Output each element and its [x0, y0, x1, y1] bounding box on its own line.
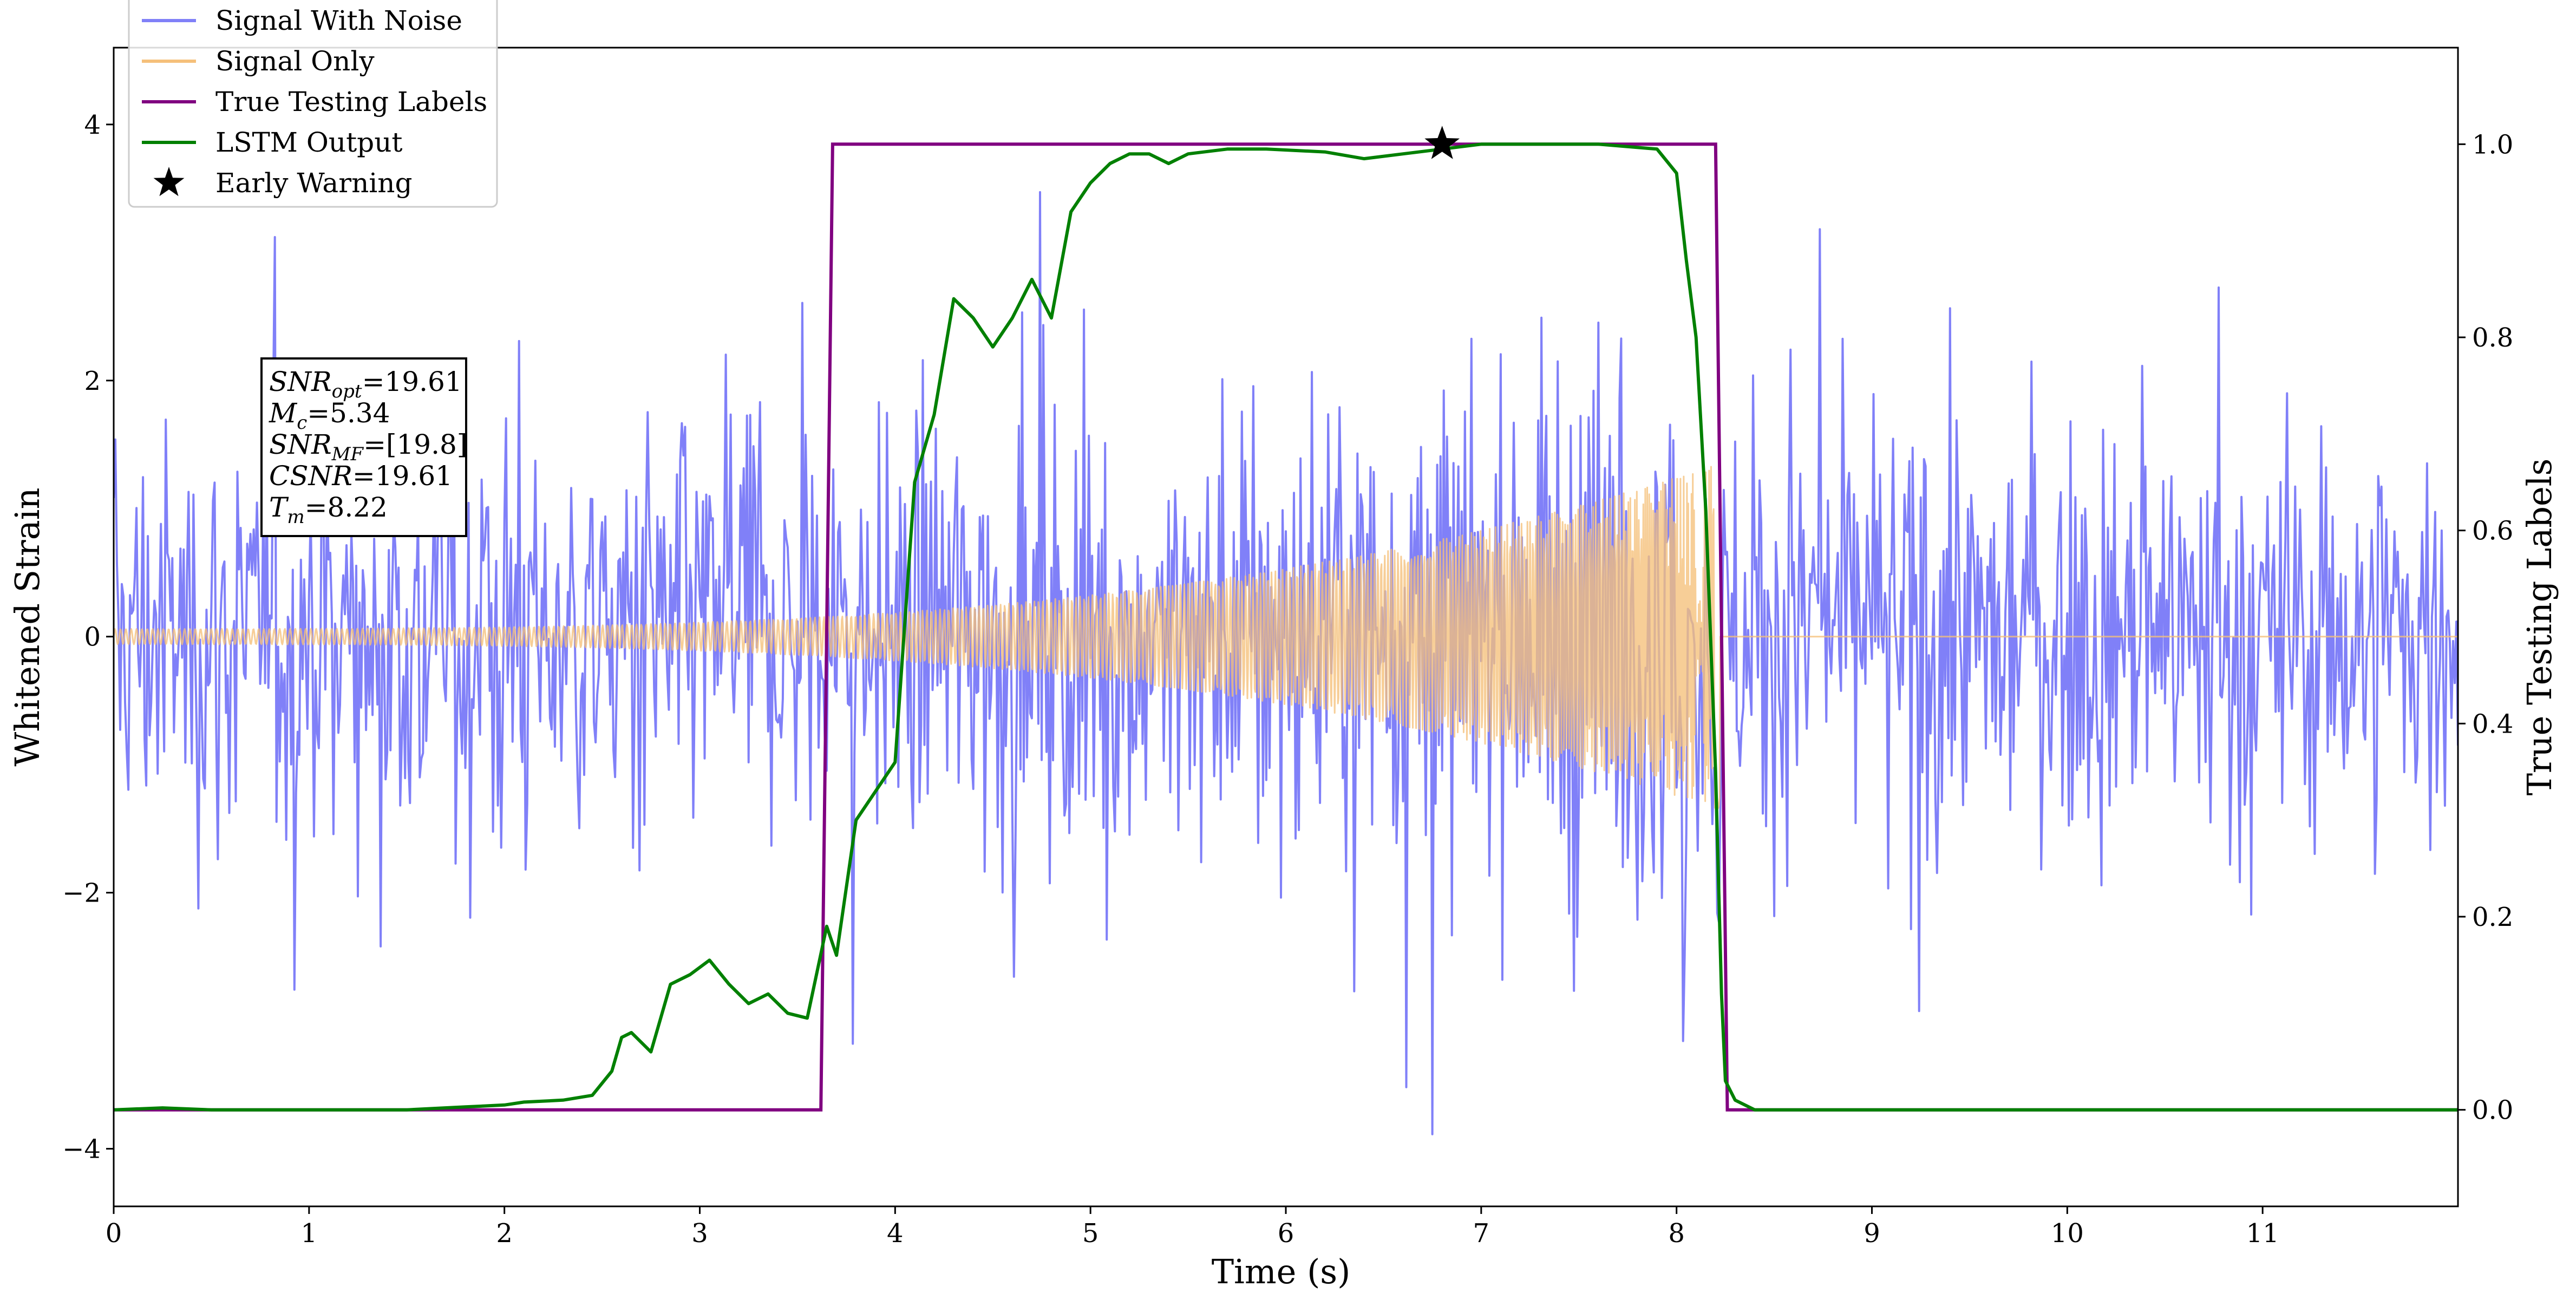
x-tick-label: 9	[1864, 1218, 1880, 1249]
annotation-line: CSNR=19.61	[269, 460, 453, 492]
y2-tick-label: 0.0	[2472, 1095, 2513, 1126]
legend-swatch	[153, 167, 185, 197]
x-tick-label: 4	[887, 1218, 904, 1249]
y2-axis-label: True Testing Labels	[2520, 459, 2559, 796]
annotation-line: SNRopt=19.61	[269, 366, 462, 402]
x-tick-label: 10	[2051, 1218, 2084, 1249]
x-tick-label: 8	[1668, 1218, 1685, 1249]
x-tick-label: 3	[691, 1218, 708, 1249]
y2-tick-label: 0.2	[2472, 902, 2513, 932]
annotation-line: Mc=5.34	[269, 397, 390, 434]
legend-label: Early Warning	[215, 167, 413, 199]
early-warning-marker	[1424, 126, 1460, 159]
x-tick-label: 1	[301, 1218, 318, 1249]
y2-tick-label: 0.6	[2472, 516, 2513, 546]
annotation-line: Tm=8.22	[269, 492, 388, 528]
series-lstm-output	[114, 142, 2458, 1112]
snr-annotation-box: SNRopt=19.61Mc=5.34SNRMF=[19.8]CSNR=19.6…	[260, 357, 467, 537]
y-tick-label: −4	[62, 1134, 101, 1165]
y-tick-label: 4	[84, 110, 101, 140]
legend-frame	[128, 0, 498, 208]
x-tick-label: 5	[1082, 1218, 1099, 1249]
y-tick-label: 0	[84, 622, 101, 652]
y-tick-label: 2	[84, 366, 101, 396]
x-axis-label: Time (s)	[1212, 1252, 1351, 1291]
annotation-line: SNRMF=[19.8]	[269, 429, 467, 465]
legend: Signal With Noise Signal Only True Testing…	[128, 0, 498, 208]
plot-area	[114, 126, 2458, 1135]
legend-label: True Testing Labels	[215, 86, 487, 117]
x-tick-label: 7	[1473, 1218, 1490, 1249]
legend-label: LSTM Output	[215, 127, 402, 158]
annotation-frame	[260, 357, 467, 537]
x-tick-label: 2	[496, 1218, 513, 1249]
series-signal-with-noise	[114, 191, 2458, 1135]
x-tick-label: 11	[2246, 1218, 2279, 1249]
y2-tick-label: 1.0	[2472, 129, 2513, 160]
y-axis-right: 0.0 0.2 0.4 0.6 0.8 1.0	[2458, 129, 2513, 1126]
series-signal-only	[114, 466, 2458, 809]
y-axis-left: −4 −2 0 2 4	[62, 110, 114, 1165]
x-axis: 0 1 2 3 4 5 6 7 8 9 10 11	[106, 1206, 2279, 1249]
x-tick-label: 6	[1278, 1218, 1294, 1249]
legend-label: Signal Only	[215, 45, 375, 77]
y2-tick-label: 0.4	[2472, 709, 2513, 739]
y2-tick-label: 0.8	[2472, 323, 2513, 353]
y-tick-label: −2	[62, 878, 101, 909]
legend-label: Signal With Noise	[215, 5, 462, 36]
y-axis-label: Whitened Strain	[8, 488, 47, 767]
x-tick-label: 0	[106, 1218, 122, 1249]
